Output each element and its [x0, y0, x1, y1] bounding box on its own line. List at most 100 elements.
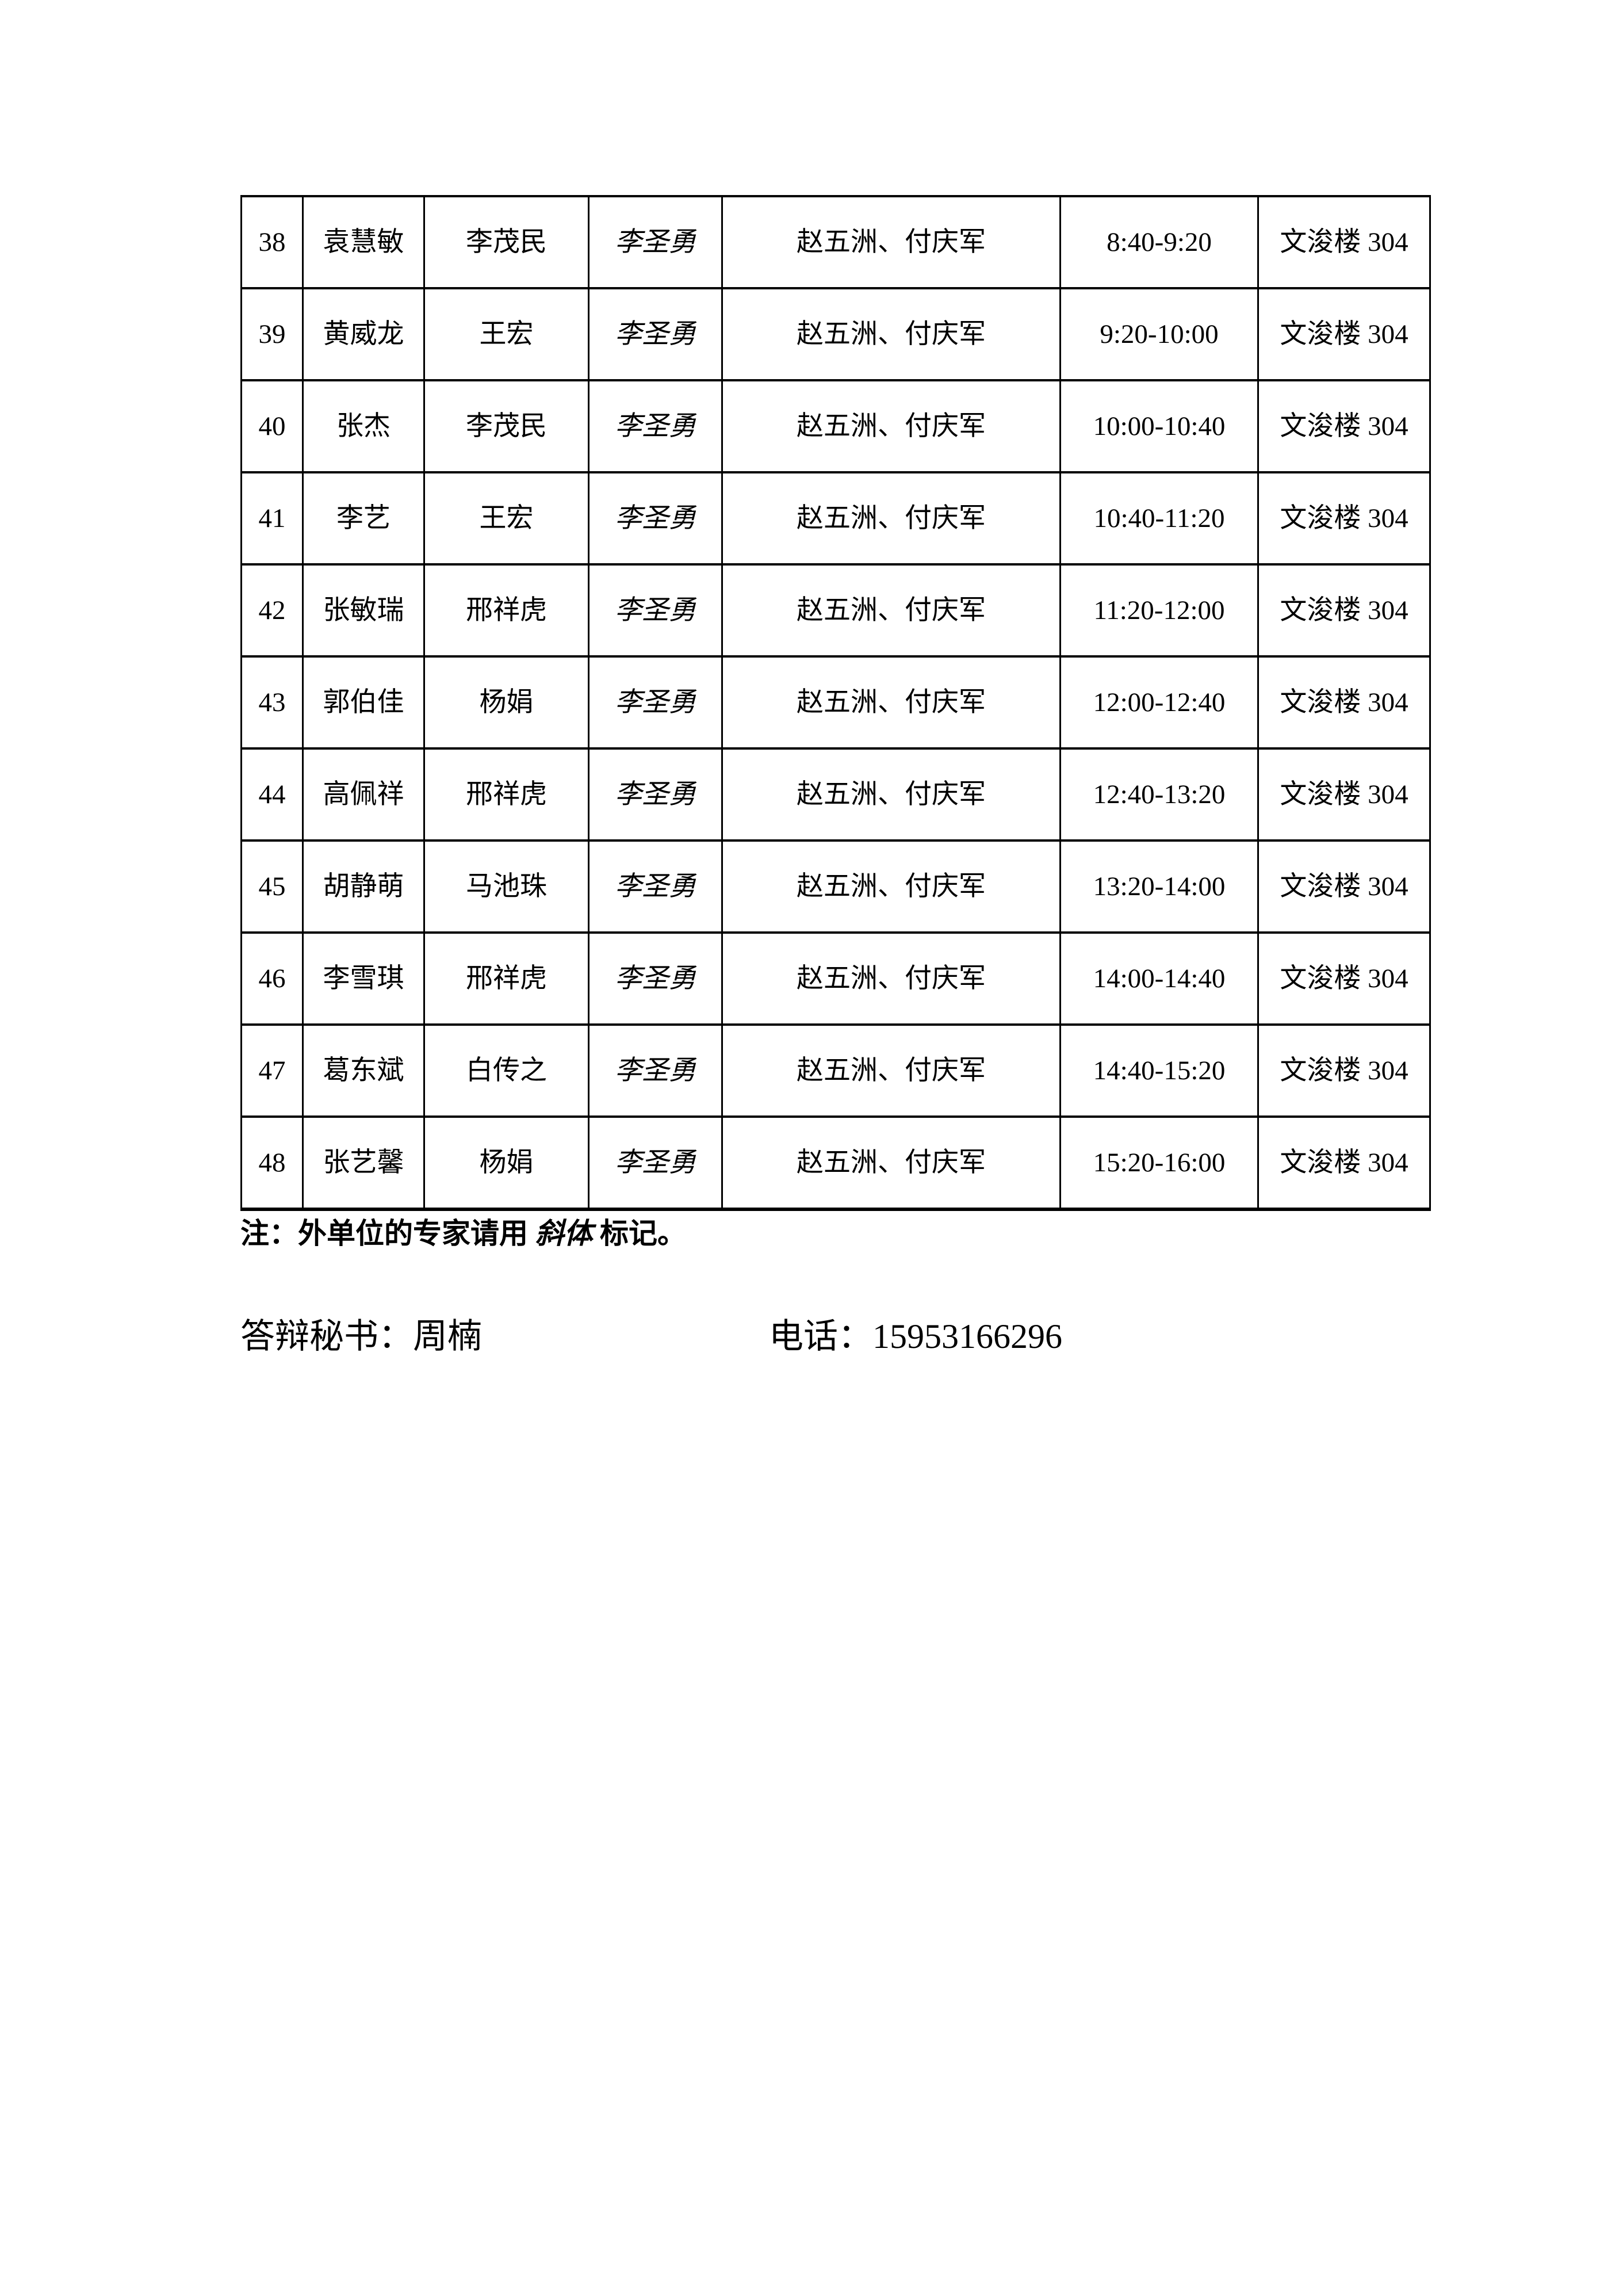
note-italic-term: 斜体	[535, 1217, 593, 1250]
seq-cell: 48	[240, 1115, 304, 1210]
table-row: 45 胡静萌 马池珠 李圣勇 赵五洲、付庆军 13:20-14:00 文浚楼 3…	[240, 839, 1431, 934]
supervisor-cell: 邢祥虎	[423, 931, 590, 1026]
chair-cell: 李圣勇	[588, 1115, 723, 1210]
time-cell: 8:40-9:20	[1059, 195, 1259, 289]
chair-cell: 李圣勇	[588, 287, 723, 381]
room-cell: 文浚楼 304	[1257, 471, 1431, 566]
seq-cell: 43	[240, 655, 304, 750]
seq-cell: 47	[240, 1023, 304, 1118]
italic-marking-note: 注：外单位的专家请用 斜体 标记。	[240, 1217, 686, 1251]
time-cell: 15:20-16:00	[1059, 1115, 1259, 1210]
members-cell: 赵五洲、付庆军	[721, 839, 1061, 934]
members-cell: 赵五洲、付庆军	[721, 931, 1061, 1026]
phone-label: 电话：	[769, 1317, 872, 1355]
secretary-name: 周楠	[413, 1317, 482, 1355]
room-cell: 文浚楼 304	[1257, 195, 1431, 289]
supervisor-cell: 李茂民	[423, 379, 590, 473]
table-row: 47 葛东斌 白传之 李圣勇 赵五洲、付庆军 14:40-15:20 文浚楼 3…	[240, 1023, 1431, 1118]
seq-cell: 40	[240, 379, 304, 473]
room-cell: 文浚楼 304	[1257, 655, 1431, 750]
supervisor-cell: 杨娟	[423, 1115, 590, 1210]
defense-secretary: 答辩秘书：周楠	[240, 1317, 482, 1355]
student-cell: 李艺	[302, 471, 425, 566]
room-cell: 文浚楼 304	[1257, 1115, 1431, 1210]
members-cell: 赵五洲、付庆军	[721, 471, 1061, 566]
seq-cell: 38	[240, 195, 304, 289]
chair-cell: 李圣勇	[588, 195, 723, 289]
room-cell: 文浚楼 304	[1257, 931, 1431, 1026]
student-cell: 胡静萌	[302, 839, 425, 934]
note-prefix: 注：外单位的专家请用	[240, 1217, 535, 1250]
phone-number: 15953166296	[872, 1317, 1062, 1355]
student-cell: 李雪琪	[302, 931, 425, 1026]
table-row: 44 高佩祥 邢祥虎 李圣勇 赵五洲、付庆军 12:40-13:20 文浚楼 3…	[240, 747, 1431, 842]
time-cell: 13:20-14:00	[1059, 839, 1259, 934]
seq-cell: 45	[240, 839, 304, 934]
table-row: 43 郭伯佳 杨娟 李圣勇 赵五洲、付庆军 12:00-12:40 文浚楼 30…	[240, 655, 1431, 750]
chair-cell: 李圣勇	[588, 1023, 723, 1118]
defense-schedule-table: 38 袁慧敏 李茂民 李圣勇 赵五洲、付庆军 8:40-9:20 文浚楼 304…	[240, 195, 1431, 1211]
table-row: 40 张杰 李茂民 李圣勇 赵五洲、付庆军 10:00-10:40 文浚楼 30…	[240, 379, 1431, 473]
time-cell: 14:40-15:20	[1059, 1023, 1259, 1118]
room-cell: 文浚楼 304	[1257, 1023, 1431, 1118]
table-row: 38 袁慧敏 李茂民 李圣勇 赵五洲、付庆军 8:40-9:20 文浚楼 304	[240, 195, 1431, 289]
student-cell: 张艺馨	[302, 1115, 425, 1210]
members-cell: 赵五洲、付庆军	[721, 747, 1061, 842]
time-cell: 12:00-12:40	[1059, 655, 1259, 750]
table-row: 39 黄威龙 王宏 李圣勇 赵五洲、付庆军 9:20-10:00 文浚楼 304	[240, 287, 1431, 381]
student-cell: 高佩祥	[302, 747, 425, 842]
members-cell: 赵五洲、付庆军	[721, 563, 1061, 658]
members-cell: 赵五洲、付庆军	[721, 379, 1061, 473]
room-cell: 文浚楼 304	[1257, 379, 1431, 473]
table-row: 48 张艺馨 杨娟 李圣勇 赵五洲、付庆军 15:20-16:00 文浚楼 30…	[240, 1115, 1431, 1210]
supervisor-cell: 杨娟	[423, 655, 590, 750]
secretary-label: 答辩秘书：	[240, 1317, 413, 1355]
schedule-table-body: 38 袁慧敏 李茂民 李圣勇 赵五洲、付庆军 8:40-9:20 文浚楼 304…	[240, 195, 1431, 1210]
room-cell: 文浚楼 304	[1257, 839, 1431, 934]
seq-cell: 41	[240, 471, 304, 566]
chair-cell: 李圣勇	[588, 931, 723, 1026]
student-cell: 袁慧敏	[302, 195, 425, 289]
time-cell: 14:00-14:40	[1059, 931, 1259, 1026]
note-suffix: 标记。	[592, 1217, 686, 1250]
chair-cell: 李圣勇	[588, 655, 723, 750]
supervisor-cell: 邢祥虎	[423, 563, 590, 658]
chair-cell: 李圣勇	[588, 471, 723, 566]
time-cell: 10:00-10:40	[1059, 379, 1259, 473]
room-cell: 文浚楼 304	[1257, 747, 1431, 842]
members-cell: 赵五洲、付庆军	[721, 1115, 1061, 1210]
room-cell: 文浚楼 304	[1257, 563, 1431, 658]
seq-cell: 39	[240, 287, 304, 381]
supervisor-cell: 马池珠	[423, 839, 590, 934]
table-row: 46 李雪琪 邢祥虎 李圣勇 赵五洲、付庆军 14:00-14:40 文浚楼 3…	[240, 931, 1431, 1026]
time-cell: 10:40-11:20	[1059, 471, 1259, 566]
supervisor-cell: 王宏	[423, 287, 590, 381]
student-cell: 郭伯佳	[302, 655, 425, 750]
seq-cell: 46	[240, 931, 304, 1026]
student-cell: 张杰	[302, 379, 425, 473]
student-cell: 黄威龙	[302, 287, 425, 381]
student-cell: 张敏瑞	[302, 563, 425, 658]
contact-phone: 电话：15953166296	[769, 1317, 1062, 1355]
supervisor-cell: 李茂民	[423, 195, 590, 289]
seq-cell: 44	[240, 747, 304, 842]
table-row: 42 张敏瑞 邢祥虎 李圣勇 赵五洲、付庆军 11:20-12:00 文浚楼 3…	[240, 563, 1431, 658]
footer-line: 答辩秘书：周楠 电话：15953166296	[0, 1317, 1623, 1363]
chair-cell: 李圣勇	[588, 747, 723, 842]
supervisor-cell: 王宏	[423, 471, 590, 566]
seq-cell: 42	[240, 563, 304, 658]
time-cell: 11:20-12:00	[1059, 563, 1259, 658]
supervisor-cell: 白传之	[423, 1023, 590, 1118]
members-cell: 赵五洲、付庆军	[721, 1023, 1061, 1118]
chair-cell: 李圣勇	[588, 379, 723, 473]
time-cell: 12:40-13:20	[1059, 747, 1259, 842]
time-cell: 9:20-10:00	[1059, 287, 1259, 381]
supervisor-cell: 邢祥虎	[423, 747, 590, 842]
student-cell: 葛东斌	[302, 1023, 425, 1118]
chair-cell: 李圣勇	[588, 839, 723, 934]
members-cell: 赵五洲、付庆军	[721, 195, 1061, 289]
members-cell: 赵五洲、付庆军	[721, 287, 1061, 381]
members-cell: 赵五洲、付庆军	[721, 655, 1061, 750]
chair-cell: 李圣勇	[588, 563, 723, 658]
